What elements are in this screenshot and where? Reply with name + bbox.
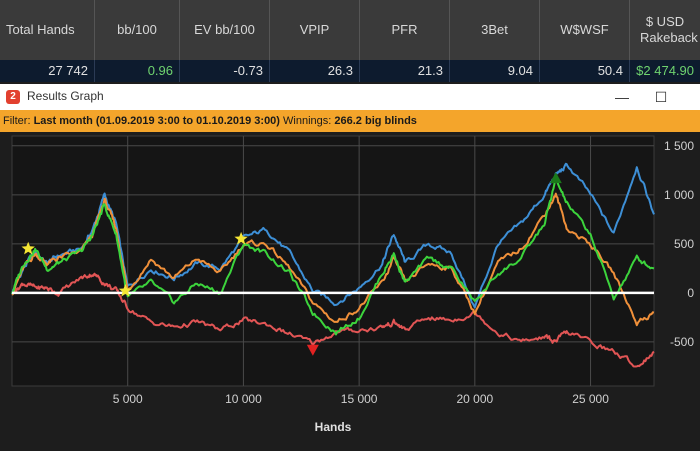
- minimize-button[interactable]: —: [615, 89, 629, 105]
- x-tick-label: 15 000: [341, 392, 378, 406]
- header-label: W$WSF: [560, 22, 609, 37]
- header-vpip[interactable]: VPIP: [270, 0, 360, 60]
- value-rakeback: $2 474.90: [636, 63, 694, 78]
- value-pfr: 21.3: [360, 60, 450, 82]
- peak-marker: [549, 172, 562, 184]
- x-tick-label: 10 000: [225, 392, 262, 406]
- x-tick-label: 20 000: [456, 392, 493, 406]
- star-marker: [21, 241, 35, 255]
- x-tick-label: 5 000: [113, 392, 143, 406]
- header-pfr[interactable]: PFR: [360, 0, 450, 60]
- value-total-hands: 27 742: [0, 60, 95, 82]
- app-logo-icon: 2: [6, 90, 20, 104]
- header-rakeback[interactable]: $ USD Rakeback: [630, 0, 700, 60]
- value-vpip: 26.3: [270, 60, 360, 82]
- winnings-label: Winnings:: [283, 115, 332, 127]
- header-3bet[interactable]: 3Bet: [450, 0, 540, 60]
- value-ev-bb100: -0.73: [180, 60, 270, 82]
- header-label: EV bb/100: [194, 22, 255, 37]
- header-bb100[interactable]: bb/100: [95, 0, 180, 60]
- loss-marker: [306, 344, 319, 356]
- header-label: bb/100: [117, 22, 157, 37]
- y-tick-label: -500: [670, 335, 694, 349]
- value-wwsf: 50.4: [540, 60, 630, 82]
- header-label: 3Bet: [481, 22, 508, 37]
- results-graph-titlebar: 2 Results Graph — ☐: [0, 84, 700, 110]
- filter-label: Filter:: [3, 115, 31, 127]
- y-tick-label: 0: [687, 286, 694, 300]
- results-graph-svg: 5 000 10 000 15 000 20 000 25 000 1 500 1 000 5…: [0, 132, 700, 446]
- star-marker: [234, 231, 248, 245]
- x-tick-label: 25 000: [572, 392, 609, 406]
- y-tick-label: 1 500: [664, 139, 694, 153]
- value-bb100: 0.96: [95, 60, 180, 82]
- results-graph[interactable]: 5 000 10 000 15 000 20 000 25 000 1 500 1 000 5…: [0, 132, 700, 446]
- filter-value: Last month (01.09.2019 3:00 to 01.10.201…: [33, 115, 280, 127]
- filter-bar[interactable]: Filter: Last month (01.09.2019 3:00 to 0…: [0, 110, 700, 132]
- value-3bet: 9.04: [450, 60, 540, 82]
- header-label: VPIP: [299, 22, 330, 37]
- maximize-button[interactable]: ☐: [654, 89, 668, 105]
- stats-header: Total Hands bb/100 EV bb/100 VPIP PFR 3B…: [0, 0, 700, 60]
- header-label: Total Hands: [6, 22, 75, 37]
- header-total-hands[interactable]: Total Hands: [0, 0, 95, 60]
- header-wwsf[interactable]: W$WSF: [540, 0, 630, 60]
- plot-area: [11, 135, 655, 387]
- x-axis-label: Hands: [315, 420, 352, 434]
- stats-row[interactable]: 27 742 0.96 -0.73 26.3 21.3 9.04 50.4 $2…: [0, 60, 700, 82]
- y-tick-label: 1 000: [664, 188, 694, 202]
- y-tick-label: 500: [674, 237, 694, 251]
- green-series-line: [11, 177, 655, 336]
- header-label: PFR: [391, 22, 418, 37]
- header-ev-bb100[interactable]: EV bb/100: [180, 0, 270, 60]
- window-title: Results Graph: [27, 89, 104, 103]
- winnings-value: 266.2 big blinds: [334, 115, 417, 127]
- header-label: $ USD Rakeback: [640, 14, 698, 45]
- star-marker: [118, 283, 133, 297]
